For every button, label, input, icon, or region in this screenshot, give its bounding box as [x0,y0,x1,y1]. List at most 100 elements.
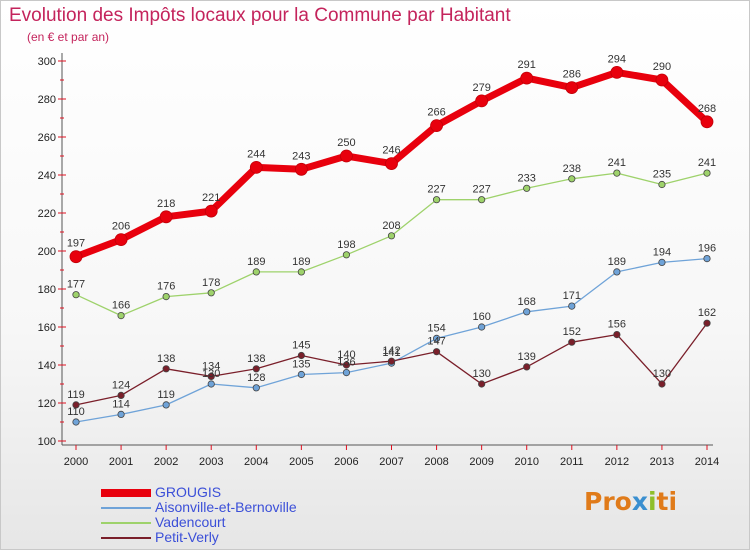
data-point [342,368,351,377]
data-label: 290 [653,61,671,73]
data-point [159,210,173,224]
data-label: 141 [382,347,400,359]
x-tick-label: 2008 [424,456,448,468]
x-tick-label: 2002 [154,456,178,468]
data-point [568,302,576,310]
data-label: 138 [157,353,175,365]
y-tick-label: 200 [38,246,56,258]
data-point [568,338,576,346]
y-tick-label: 140 [38,360,56,372]
data-point [207,372,215,380]
data-point [703,255,711,263]
data-point [297,351,305,360]
data-label: 246 [382,145,400,157]
data-label: 238 [563,163,581,175]
data-point [69,250,83,264]
data-point [207,380,215,388]
data-point [297,268,305,276]
data-point [207,289,215,297]
data-label: 145 [292,340,310,352]
data-label: 194 [653,246,671,258]
y-tick-label: 160 [38,322,56,334]
x-tick-label: 2012 [605,456,629,468]
x-tick-label: 2005 [289,456,313,468]
data-label: 139 [518,351,536,363]
series-line-2 [75,172,708,317]
data-label: 227 [427,184,445,196]
data-point [478,196,486,204]
data-label: 218 [157,198,175,210]
data-label: 152 [563,326,581,338]
data-label: 227 [472,184,490,196]
data-point [655,73,669,87]
data-point [478,323,486,331]
data-label: 286 [563,69,581,81]
data-point [430,119,443,132]
data-point [658,380,666,388]
line-chart: 100 120 140 160 180 200 220 240 260 280 300 2000 200… [38,53,719,468]
x-tick-label: 2004 [244,456,268,468]
data-point [204,204,218,218]
data-point [568,175,576,183]
legend-label: GROUGIS [155,484,222,500]
x-tick-label: 2006 [334,456,358,468]
data-point [387,357,396,365]
data-label: 134 [202,360,220,372]
data-point [340,149,353,163]
data-label: 221 [202,192,220,204]
proxiti-logo: Proxiti [584,487,677,516]
data-label: 160 [472,311,490,323]
y-tick-label: 180 [38,284,56,296]
data-label: 241 [698,157,716,169]
data-point [72,291,80,299]
data-label: 130 [653,368,671,380]
data-point [523,184,531,192]
data-label: 114 [112,398,130,410]
data-label: 189 [247,256,265,268]
y-tick-label: 280 [38,94,56,106]
x-tick-label: 2003 [199,456,223,468]
data-label: 294 [608,53,626,65]
logo-part: Pro [584,487,632,516]
legend-label: Vadencourt [155,514,226,530]
data-point [610,66,624,79]
data-label: 178 [202,277,220,289]
data-label: 136 [337,357,355,369]
data-point [700,115,714,129]
y-tick-label: 300 [38,56,56,68]
data-label: 135 [292,359,310,371]
data-label: 130 [472,368,490,380]
data-label: 124 [112,379,130,391]
data-point [613,169,621,177]
data-label: 189 [292,256,310,268]
y-tick-label: 100 [38,436,56,448]
data-label: 142 [382,345,400,357]
legend-swatch [101,522,151,524]
y-tick-label: 120 [38,398,56,410]
data-point [72,401,80,409]
data-point [342,251,351,259]
data-label: 208 [382,220,400,232]
x-tick-label: 2014 [695,456,719,468]
data-point [432,334,441,342]
data-point [432,196,441,204]
x-tick-label: 2010 [514,456,538,468]
data-label: 110 [67,406,85,418]
data-label: 235 [653,169,671,181]
data-label: 166 [112,300,130,312]
data-label: 176 [157,281,175,293]
data-point [658,180,666,189]
chart-title: Evolution des Impôts locaux pour la Comm… [9,5,511,26]
data-label: 130 [202,368,220,380]
logo-part: i [647,487,657,516]
data-point [703,319,711,327]
data-label: 189 [608,256,626,268]
data-point [117,391,125,399]
data-point [658,258,666,266]
logo-part: x [631,487,648,516]
data-point [117,410,125,418]
data-label: 241 [608,157,626,169]
y-tick-label: 240 [38,170,56,182]
data-point [297,370,305,379]
data-point [252,384,260,392]
